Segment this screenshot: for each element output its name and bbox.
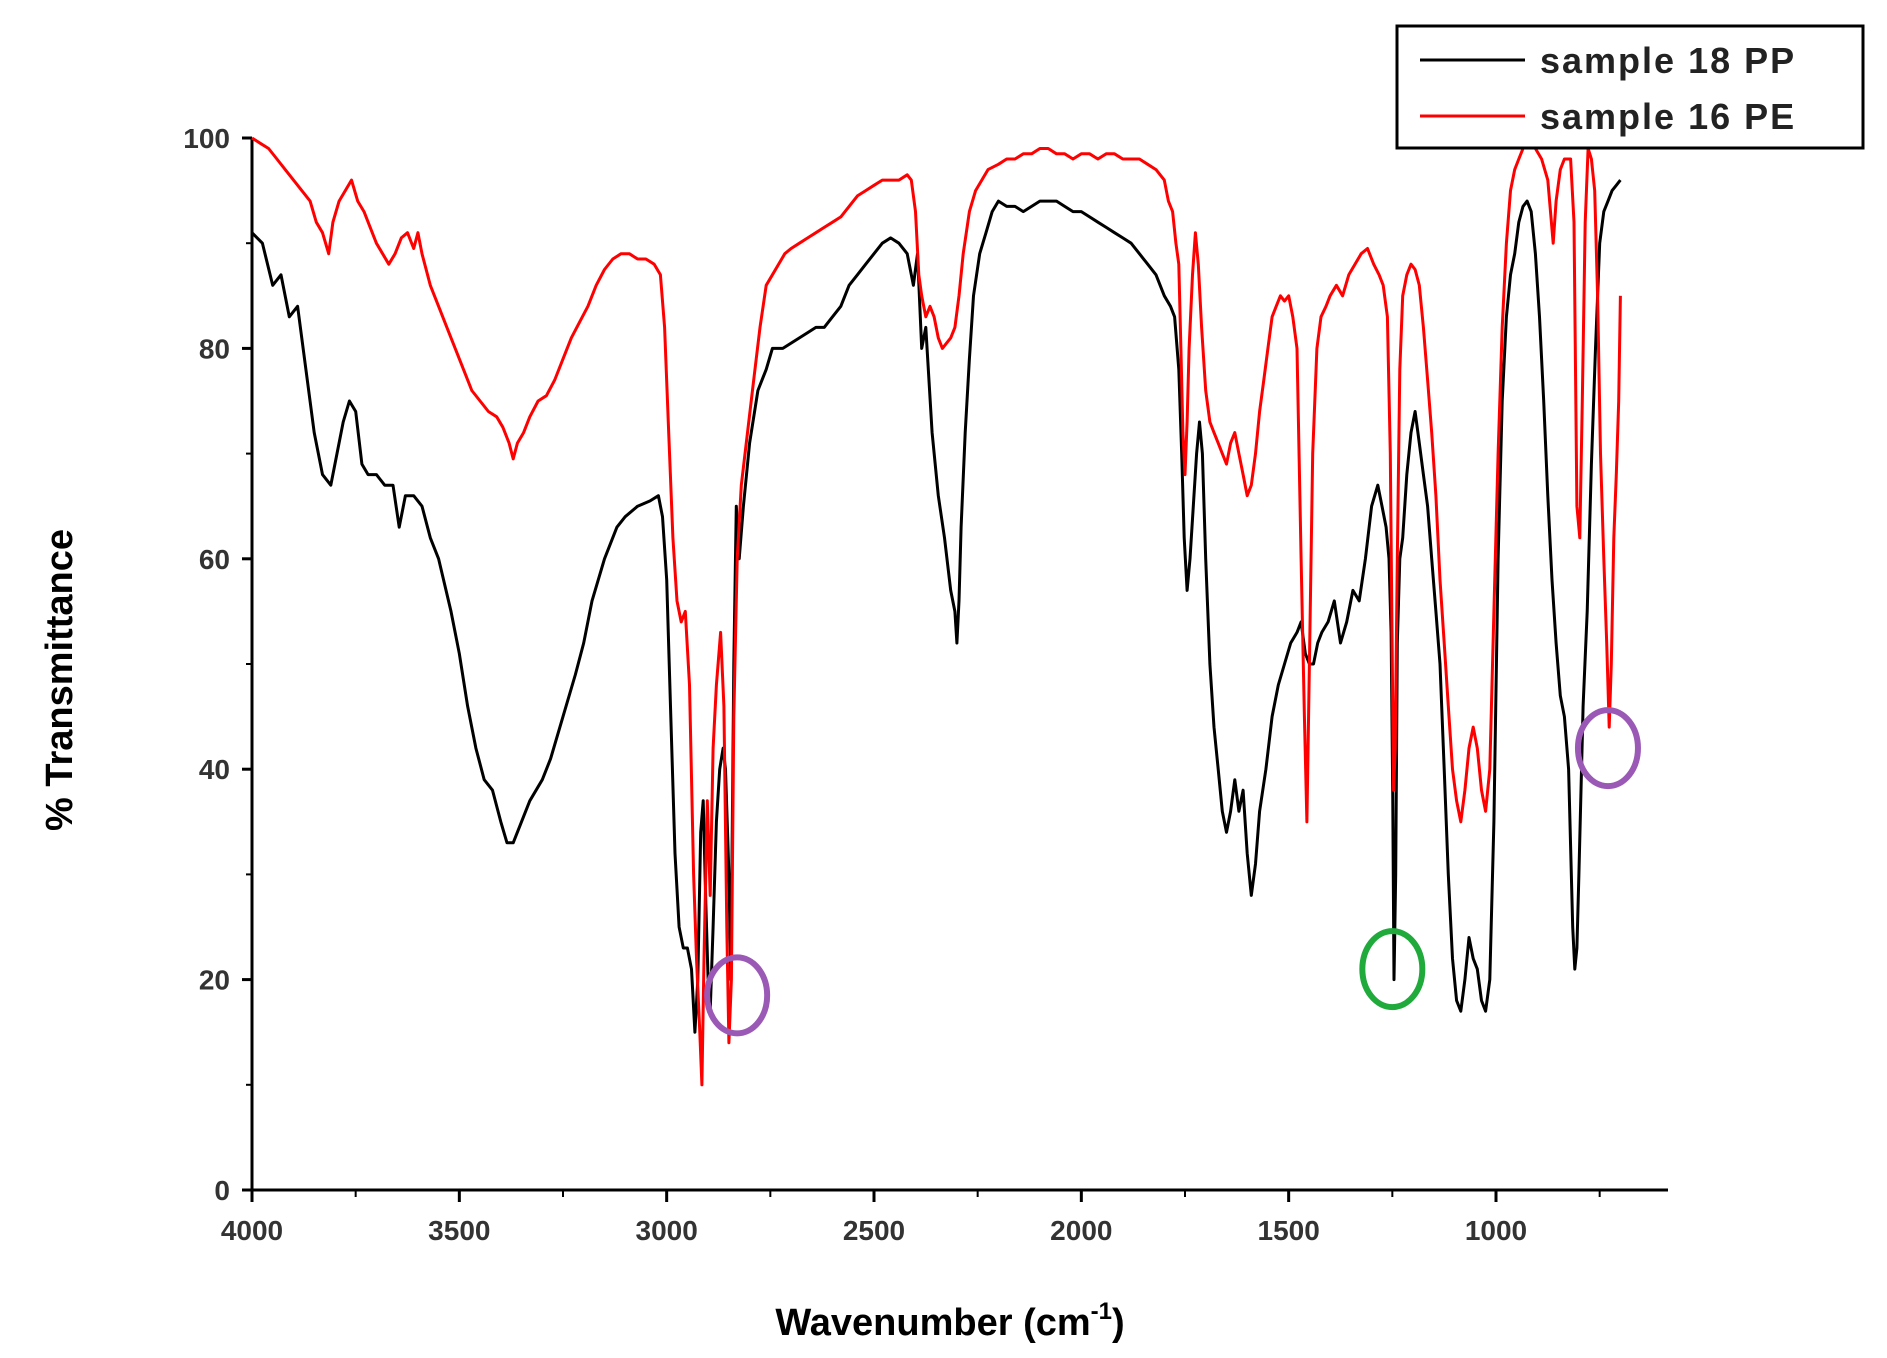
x-axis-title: Wavenumber (cm-1) bbox=[775, 1298, 1124, 1344]
legend-label-sample-18-pp: sample 18 PP bbox=[1540, 40, 1796, 81]
legend: sample 18 PP sample 16 PE bbox=[1395, 24, 1865, 150]
legend-box bbox=[1395, 24, 1865, 150]
annotations bbox=[704, 707, 1641, 1037]
y-tick-label-20: 20 bbox=[199, 965, 230, 996]
y-tick-label-60: 60 bbox=[199, 544, 230, 575]
series-lines bbox=[250, 136, 1622, 1087]
x-tick-label-3000: 3000 bbox=[636, 1215, 698, 1246]
annotation-circle-3 bbox=[1574, 707, 1641, 790]
series-line-sample-18-pp bbox=[250, 179, 1622, 1034]
x-tick-label-1000: 1000 bbox=[1465, 1215, 1527, 1246]
y-tick-label-40: 40 bbox=[199, 754, 230, 785]
annotation-circle-1 bbox=[704, 954, 771, 1037]
axes: 0 20 40 60 80 100 4000 3500 3000 2500 2000 1500 1000 bbox=[183, 123, 1668, 1246]
x-tick-label-1500: 1500 bbox=[1258, 1215, 1320, 1246]
x-tick-label-2000: 2000 bbox=[1050, 1215, 1112, 1246]
x-tick-label-2500: 2500 bbox=[843, 1215, 905, 1246]
y-tick-label-80: 80 bbox=[199, 333, 230, 364]
y-axis-title: % Transmittance bbox=[39, 529, 81, 831]
legend-label-sample-16-pe: sample 16 PE bbox=[1540, 96, 1796, 137]
x-tick-label-3500: 3500 bbox=[428, 1215, 490, 1246]
y-tick-label-0: 0 bbox=[214, 1175, 230, 1206]
y-tick-label-100: 100 bbox=[183, 123, 230, 154]
annotation-circle-2 bbox=[1359, 928, 1426, 1011]
series-line-sample-16-pe bbox=[251, 136, 1622, 1087]
x-tick-label-4000: 4000 bbox=[221, 1215, 283, 1246]
